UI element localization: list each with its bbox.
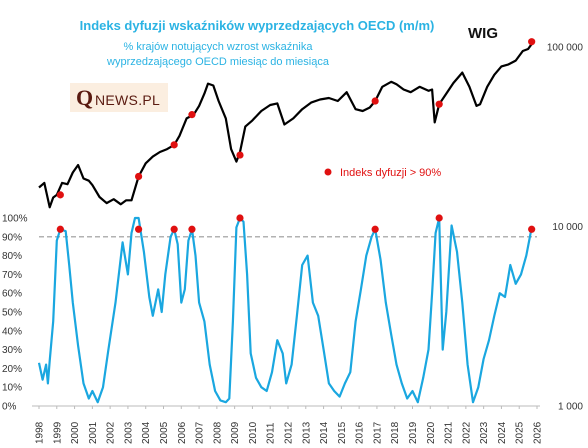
left-tick-label: 80% bbox=[2, 251, 22, 262]
x-tick-label: 2023 bbox=[479, 421, 490, 444]
left-tick-label: 100% bbox=[2, 214, 28, 225]
wig-marker bbox=[135, 172, 143, 181]
x-tick-label: 2021 bbox=[444, 421, 455, 444]
left-tick-label: 40% bbox=[2, 326, 22, 337]
x-tick-label: 2011 bbox=[266, 422, 277, 444]
wig-marker bbox=[56, 191, 64, 199]
wig-marker bbox=[236, 151, 244, 159]
left-tick-label: 70% bbox=[2, 270, 22, 281]
x-tick-label: 2019 bbox=[408, 421, 419, 444]
x-tick-label: 2009 bbox=[230, 421, 241, 444]
right-axis-ticks: 1 000 10 000 100 000 bbox=[547, 43, 584, 413]
logo: Q NEWS.PL bbox=[70, 83, 168, 112]
x-tick-label: 2016 bbox=[355, 421, 366, 444]
left-axis-ticks: 0% 10% 20% 30% 40% 50% 60% 70% 80% 90% 100% bbox=[2, 214, 28, 413]
left-tick-label: 30% bbox=[2, 345, 22, 356]
logo-initial: Q bbox=[76, 85, 94, 110]
diffusion-marker bbox=[135, 225, 143, 233]
wig-marker bbox=[528, 38, 536, 46]
chart-subtitle-line-2: wyprzedzającego OECD miesiąc do miesiąca bbox=[106, 56, 330, 68]
x-tick-label: 2017 bbox=[372, 421, 383, 444]
x-tick-label: 2000 bbox=[70, 421, 81, 444]
x-tick-label: 2001 bbox=[88, 421, 99, 444]
wig-marker bbox=[371, 97, 379, 105]
x-axis-ticks: 1998 1999 2000 2001 2002 2003 2004 2005 2006 2007… bbox=[35, 406, 544, 444]
diffusion-marker bbox=[371, 225, 379, 233]
legend-label: Indeks dyfuzji > 90% bbox=[340, 167, 441, 179]
x-tick-label: 2006 bbox=[177, 421, 188, 444]
x-tick-label: 2024 bbox=[497, 421, 508, 444]
x-tick-label: 2004 bbox=[141, 421, 152, 444]
left-tick-label: 10% bbox=[2, 383, 22, 394]
diffusion-marker bbox=[236, 214, 244, 222]
markers bbox=[56, 38, 536, 233]
left-tick-label: 90% bbox=[2, 232, 22, 243]
legend: Indeks dyfuzji > 90% bbox=[324, 167, 441, 179]
x-tick-label: 2007 bbox=[195, 421, 206, 444]
x-tick-label: 2012 bbox=[284, 421, 295, 444]
x-tick-label: 2015 bbox=[337, 421, 348, 444]
chart-title: Indeks dyfuzji wskaźników wyprzedzającyc… bbox=[80, 18, 435, 33]
x-tick-label: 2013 bbox=[301, 421, 312, 444]
diffusion-marker bbox=[170, 225, 178, 233]
wig-label: WIG bbox=[468, 25, 498, 42]
x-tick-label: 2020 bbox=[426, 421, 437, 444]
chart-subtitle-line-1: % krajów notujących wzrost wskaźnika bbox=[124, 41, 314, 53]
diffusion-marker bbox=[435, 214, 443, 222]
diffusion-marker bbox=[528, 225, 536, 233]
x-tick-label: 2010 bbox=[248, 421, 259, 444]
wig-marker bbox=[188, 111, 196, 119]
left-tick-label: 60% bbox=[2, 289, 22, 300]
left-tick-label: 20% bbox=[2, 364, 22, 375]
x-tick-label: 2025 bbox=[515, 421, 526, 444]
wig-marker bbox=[435, 100, 443, 108]
x-tick-label: 2002 bbox=[106, 421, 117, 444]
x-tick-label: 2018 bbox=[390, 421, 401, 444]
right-tick-label: 1 000 bbox=[558, 402, 583, 413]
logo-text: NEWS.PL bbox=[95, 92, 161, 108]
x-tick-label: 1999 bbox=[52, 421, 63, 444]
diffusion-line bbox=[37, 216, 533, 404]
diffusion-marker bbox=[56, 225, 64, 233]
x-tick-label: 1998 bbox=[35, 421, 46, 444]
diffusion-marker bbox=[188, 225, 196, 233]
left-tick-label: 0% bbox=[2, 402, 17, 413]
x-tick-label: 2022 bbox=[461, 421, 472, 444]
right-tick-label: 10 000 bbox=[552, 222, 583, 233]
x-tick-label: 2026 bbox=[533, 421, 544, 444]
x-tick-label: 2003 bbox=[123, 421, 134, 444]
wig-line bbox=[38, 41, 535, 209]
x-tick-label: 2014 bbox=[319, 421, 330, 444]
legend-marker-icon bbox=[324, 168, 332, 176]
x-tick-label: 2008 bbox=[212, 421, 223, 444]
left-tick-label: 50% bbox=[2, 308, 22, 319]
x-tick-label: 2005 bbox=[159, 421, 170, 444]
right-tick-label: 100 000 bbox=[547, 43, 584, 54]
wig-marker bbox=[170, 141, 178, 149]
